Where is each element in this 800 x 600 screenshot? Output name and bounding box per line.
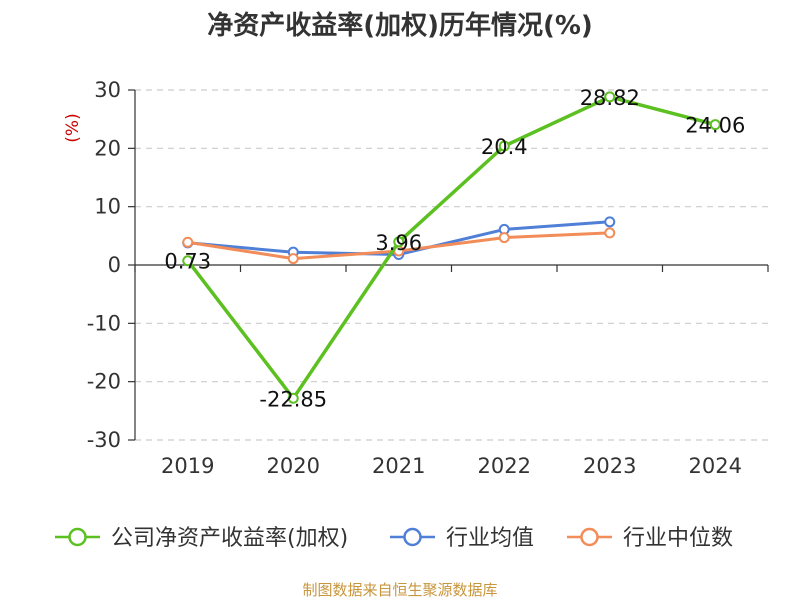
legend-marker-1 xyxy=(403,527,422,547)
point-series-2-2022 xyxy=(498,232,510,244)
chart-title: 净资产收益率(加权)历年情况(%) xyxy=(207,10,593,41)
x-tick-label-2019: 2019 xyxy=(161,454,214,478)
legend-label-1: 行业均值 xyxy=(446,526,534,551)
point-series-0-2023 xyxy=(604,91,616,103)
y-tick-label: 10 xyxy=(94,195,121,219)
legend: 公司净资产收益率(加权) 行业均值 行业中位数 xyxy=(55,526,733,551)
point-series-2-2023 xyxy=(604,227,616,239)
point-series-0-2020 xyxy=(287,392,299,404)
data-label-2020: -22.85 xyxy=(259,387,327,411)
y-tick-label: 0 xyxy=(108,253,121,277)
x-tick-label-2021: 2021 xyxy=(372,454,425,478)
series-line-0 xyxy=(186,95,716,401)
y-tick-label: 30 xyxy=(94,78,121,102)
y-tick-label: -10 xyxy=(87,311,121,335)
point-series-2-2019 xyxy=(182,236,194,248)
y-axis-label: (%) xyxy=(63,113,83,142)
axes: -30 -20 -10 0 10 20 30 2019 2020 2021 2022 2023 2024 xyxy=(87,78,769,478)
data-label-2021: 3.96 xyxy=(375,231,422,255)
x-tick-label-2023: 2023 xyxy=(583,454,636,478)
data-label-2024: 24.06 xyxy=(685,114,745,138)
legend-marker-0 xyxy=(68,527,87,547)
x-tick-label-2022: 2022 xyxy=(478,454,531,478)
point-series-0-2024 xyxy=(709,119,721,131)
point-series-0-2022 xyxy=(498,140,510,152)
y-tick-label: -30 xyxy=(87,428,121,452)
legend-label-0: 公司净资产收益率(加权) xyxy=(111,526,348,551)
legend-label-2: 行业中位数 xyxy=(623,526,733,551)
point-series-1-2023 xyxy=(604,216,616,228)
point-series-2-2020 xyxy=(287,253,299,265)
data-label-2023: 28.82 xyxy=(580,86,640,110)
legend-marker-2 xyxy=(580,527,599,547)
y-tick-label: -20 xyxy=(87,370,121,394)
series-lines xyxy=(182,91,721,404)
y-tick-label: 20 xyxy=(94,136,121,160)
data-labels: 0.73 -22.85 3.96 20.4 28.82 24.06 xyxy=(164,86,745,411)
x-tick-label-2024: 2024 xyxy=(689,454,742,478)
data-label-2019: 0.73 xyxy=(164,250,211,274)
x-tick-label-2020: 2020 xyxy=(267,454,320,478)
point-series-0-2019 xyxy=(182,255,194,267)
point-series-0-2021 xyxy=(393,236,405,248)
source-note: 制图数据来自恒生聚源数据库 xyxy=(302,581,497,599)
data-label-2022: 20.4 xyxy=(481,135,528,159)
